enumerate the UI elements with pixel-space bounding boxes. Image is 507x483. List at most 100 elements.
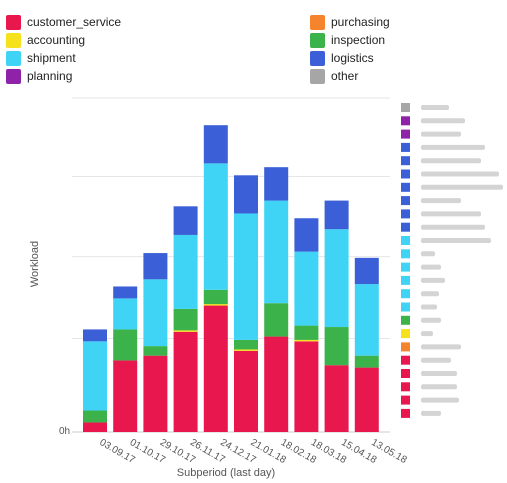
legend-item-other[interactable]: other	[310, 68, 358, 84]
secondary-legend-swatch	[401, 209, 410, 219]
legend: customer_service accounting shipment pla…	[4, 14, 504, 90]
legend-swatch	[6, 68, 21, 84]
bar-segment-accounting	[173, 330, 198, 332]
legend-label: logistics	[331, 51, 374, 65]
secondary-legend-label-placeholder	[421, 397, 459, 403]
bar-segment-inspection	[203, 289, 228, 305]
bar-segment-shipment	[83, 341, 107, 411]
bar-segment-customer-service	[354, 367, 379, 432]
bars	[83, 125, 379, 432]
secondary-legend-label-placeholder	[421, 331, 433, 337]
bar-segment-logistics	[354, 257, 379, 285]
y-tick-label: 0h	[59, 426, 70, 437]
legend-item-shipment[interactable]: shipment	[6, 50, 76, 66]
secondary-legend-label-placeholder	[421, 357, 451, 363]
secondary-legend-label-placeholder	[421, 291, 439, 297]
legend-swatch	[6, 32, 21, 48]
secondary-legend	[401, 103, 503, 418]
secondary-legend-label-placeholder	[421, 371, 457, 376]
bar-segment-inspection	[113, 329, 138, 361]
legend-swatch	[310, 32, 325, 48]
secondary-legend-swatch	[401, 302, 410, 312]
legend-swatch	[6, 50, 21, 66]
legend-label: planning	[27, 69, 73, 83]
legend-label: shipment	[27, 51, 76, 65]
bar-segment-logistics	[113, 286, 138, 299]
legend-item-purchasing[interactable]: purchasing	[310, 14, 390, 30]
secondary-legend-swatch	[401, 129, 410, 139]
secondary-legend-label-placeholder	[421, 198, 461, 204]
secondary-legend-swatch	[401, 103, 410, 112]
secondary-legend-label-placeholder	[421, 344, 461, 350]
bar-segment-inspection	[354, 355, 379, 368]
x-axis-label: Subperiod (last day)	[177, 467, 275, 479]
bar-segment-logistics	[264, 167, 289, 201]
secondary-legend-label-placeholder	[421, 211, 481, 217]
legend-item-inspection[interactable]: inspection	[310, 32, 385, 48]
bar-segment-customer-service	[324, 365, 349, 432]
bar-segment-inspection	[264, 303, 289, 337]
bar-segment-shipment	[113, 298, 138, 330]
bar-segment-shipment	[143, 279, 168, 347]
bar-segment-shipment	[264, 200, 289, 304]
secondary-legend-swatch	[401, 116, 410, 126]
secondary-legend-swatch	[401, 249, 410, 259]
secondary-legend-swatch	[401, 342, 410, 352]
secondary-legend-swatch	[401, 355, 410, 365]
legend-swatch	[310, 50, 325, 66]
bar-segment-inspection	[143, 346, 168, 356]
y-axis-label: Workload	[29, 241, 41, 287]
secondary-legend-swatch	[401, 395, 410, 405]
bar-segment-shipment	[324, 229, 349, 328]
bar-segment-logistics	[324, 200, 349, 230]
bar-segment-inspection	[294, 325, 319, 340]
x-tick-label: 13.05.18	[369, 437, 409, 466]
secondary-legend-swatch	[401, 222, 410, 232]
bar-segment-customer-service	[83, 422, 107, 432]
legend-item-planning[interactable]: planning	[6, 68, 72, 84]
secondary-legend-swatch	[401, 236, 410, 245]
secondary-legend-swatch	[401, 329, 410, 339]
x-tick-labels: 03.09.1701.10.1729.10.1726.11.1724.12.17…	[98, 437, 409, 466]
bar-segment-shipment	[294, 251, 319, 326]
secondary-legend-swatch	[401, 262, 410, 272]
legend-swatch	[310, 68, 325, 84]
secondary-legend-swatch	[401, 289, 410, 299]
secondary-legend-label-placeholder	[421, 238, 491, 243]
secondary-legend-label-placeholder	[421, 171, 499, 177]
legend-item-customer-service[interactable]: customer_service	[6, 14, 121, 30]
secondary-legend-swatch	[401, 182, 410, 192]
legend-label: inspection	[331, 33, 386, 47]
bar-segment-logistics	[143, 253, 168, 280]
secondary-legend-label-placeholder	[421, 131, 461, 137]
legend-label: purchasing	[331, 15, 390, 29]
legend-swatch	[310, 14, 325, 30]
bar-segment-logistics	[203, 125, 228, 164]
secondary-legend-swatch	[401, 382, 410, 392]
legend-item-logistics[interactable]: logistics	[310, 50, 374, 66]
bar-segment-inspection	[173, 308, 198, 331]
secondary-legend-label-placeholder	[421, 224, 485, 230]
secondary-legend-label-placeholder	[421, 105, 449, 110]
secondary-legend-swatch	[401, 169, 410, 179]
secondary-legend-swatch	[401, 275, 410, 285]
bar-segment-logistics	[294, 218, 319, 252]
bar-segment-accounting	[294, 339, 319, 342]
legend-label: other	[331, 69, 359, 83]
legend-item-accounting[interactable]: accounting	[6, 32, 85, 48]
secondary-legend-label-placeholder	[421, 304, 437, 310]
bar-segment-customer-service	[113, 360, 138, 432]
bar-segment-shipment	[354, 284, 379, 356]
bar-segment-accounting	[234, 349, 258, 351]
bar-segment-customer-service	[264, 336, 289, 432]
bar-segment-accounting	[203, 304, 228, 306]
secondary-legend-swatch	[401, 315, 410, 325]
secondary-legend-label-placeholder	[421, 144, 485, 150]
secondary-legend-label-placeholder	[421, 158, 481, 164]
secondary-legend-label-placeholder	[421, 251, 435, 257]
secondary-legend-label-placeholder	[421, 184, 503, 190]
secondary-legend-swatch	[401, 369, 410, 378]
bar-segment-customer-service	[173, 331, 198, 432]
bar-segment-customer-service	[294, 341, 319, 432]
